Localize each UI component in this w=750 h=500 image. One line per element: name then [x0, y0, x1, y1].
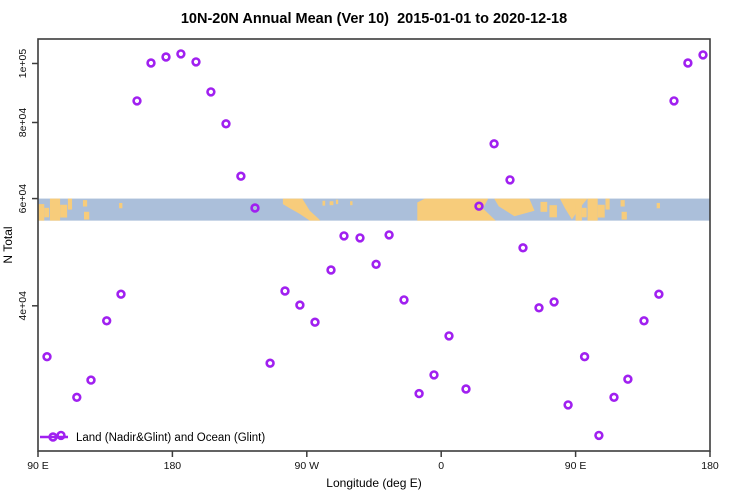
- data-point: [683, 58, 693, 68]
- land-patch: [620, 200, 625, 207]
- legend-point-marker: [48, 432, 58, 442]
- land-patch: [44, 207, 50, 218]
- data-point: [236, 171, 246, 181]
- data-point: [176, 49, 186, 59]
- land-patch: [581, 207, 587, 218]
- data-point: [384, 230, 394, 240]
- data-point: [146, 58, 156, 68]
- x-axis: 90 E 180 90 W 0 90 E 180: [27, 451, 719, 472]
- data-point: [444, 331, 454, 341]
- data-point: [116, 289, 126, 299]
- data-point: [339, 231, 349, 241]
- land-ocean-map-band: [38, 198, 710, 221]
- data-point: [295, 300, 305, 310]
- land-patch: [417, 198, 496, 221]
- data-point: [310, 317, 320, 327]
- data-point: [609, 392, 619, 402]
- land-patch: [38, 204, 45, 221]
- scatter-points: [42, 49, 708, 441]
- y-axis-title: N Total: [1, 226, 15, 263]
- data-point: [206, 87, 216, 97]
- data-point: [414, 388, 424, 399]
- data-point: [623, 374, 633, 384]
- data-point: [654, 289, 664, 299]
- data-point: [371, 259, 381, 269]
- plot-border: [37, 38, 711, 452]
- x-tick-label: 90 E: [565, 460, 587, 472]
- land-patch: [282, 198, 321, 221]
- y-axis: 1e+05 8e+04 6e+04 4e+04: [17, 49, 38, 321]
- legend-label: Land (Nadir&Glint) and Ocean (Glint): [76, 432, 265, 444]
- data-point: [265, 358, 275, 368]
- data-point: [399, 295, 409, 305]
- y-tick-label: 6e+04: [17, 184, 29, 214]
- data-point: [518, 243, 528, 253]
- land-patch: [83, 211, 90, 220]
- land-patch: [329, 201, 334, 206]
- data-point: [505, 175, 515, 185]
- data-point: [221, 119, 231, 129]
- data-point: [191, 57, 201, 67]
- legend: Land (Nadir&Glint) and Ocean (Glint): [40, 432, 265, 444]
- land-patch: [597, 204, 605, 218]
- land-patch: [350, 201, 353, 206]
- land-patch: [67, 198, 73, 210]
- x-tick-label: 180: [164, 460, 182, 472]
- data-point: [489, 139, 499, 149]
- data-point: [86, 375, 96, 385]
- land-patch: [621, 211, 627, 220]
- data-point: [161, 52, 171, 62]
- land-patch: [549, 205, 557, 218]
- data-point: [355, 233, 365, 243]
- data-point: [669, 96, 679, 106]
- data-point: [474, 201, 484, 211]
- land-patch: [587, 198, 598, 221]
- data-point: [579, 352, 590, 362]
- data-point: [101, 316, 112, 326]
- land-patch: [335, 199, 339, 205]
- x-tick-label: 90 E: [27, 460, 49, 472]
- land-patch: [559, 198, 588, 220]
- land-patch: [60, 204, 68, 218]
- data-point: [132, 96, 142, 106]
- land-patch: [49, 198, 61, 221]
- data-point: [698, 50, 708, 60]
- data-point: [280, 286, 290, 296]
- land-patch: [494, 198, 535, 217]
- data-point: [639, 316, 649, 326]
- chart-title: 10N-20N Annual Mean (Ver 10) 2015-01-01 …: [181, 11, 567, 27]
- land-patch: [656, 202, 660, 209]
- land-patch: [575, 204, 582, 221]
- x-axis-title: Longitude (deg E): [326, 476, 421, 490]
- land-patch: [82, 200, 88, 207]
- data-point: [250, 203, 260, 213]
- y-tick-label: 4e+04: [17, 291, 29, 321]
- data-point: [563, 400, 573, 410]
- land-patch: [605, 198, 610, 210]
- data-point: [429, 370, 439, 380]
- land-patch: [322, 200, 326, 206]
- y-tick-label: 8e+04: [17, 108, 29, 138]
- x-tick-label: 180: [701, 460, 719, 472]
- land-patch: [119, 202, 123, 209]
- data-point: [326, 265, 336, 275]
- y-tick-label: 1e+05: [17, 49, 29, 79]
- data-point: [56, 430, 66, 441]
- land-patch: [540, 201, 548, 212]
- data-point: [594, 430, 604, 441]
- data-point: [461, 384, 471, 394]
- x-tick-label: 90 W: [295, 460, 320, 472]
- data-point: [549, 297, 559, 307]
- x-tick-label: 0: [438, 460, 444, 472]
- data-point: [72, 392, 82, 402]
- data-point: [534, 303, 544, 313]
- data-point: [42, 352, 52, 362]
